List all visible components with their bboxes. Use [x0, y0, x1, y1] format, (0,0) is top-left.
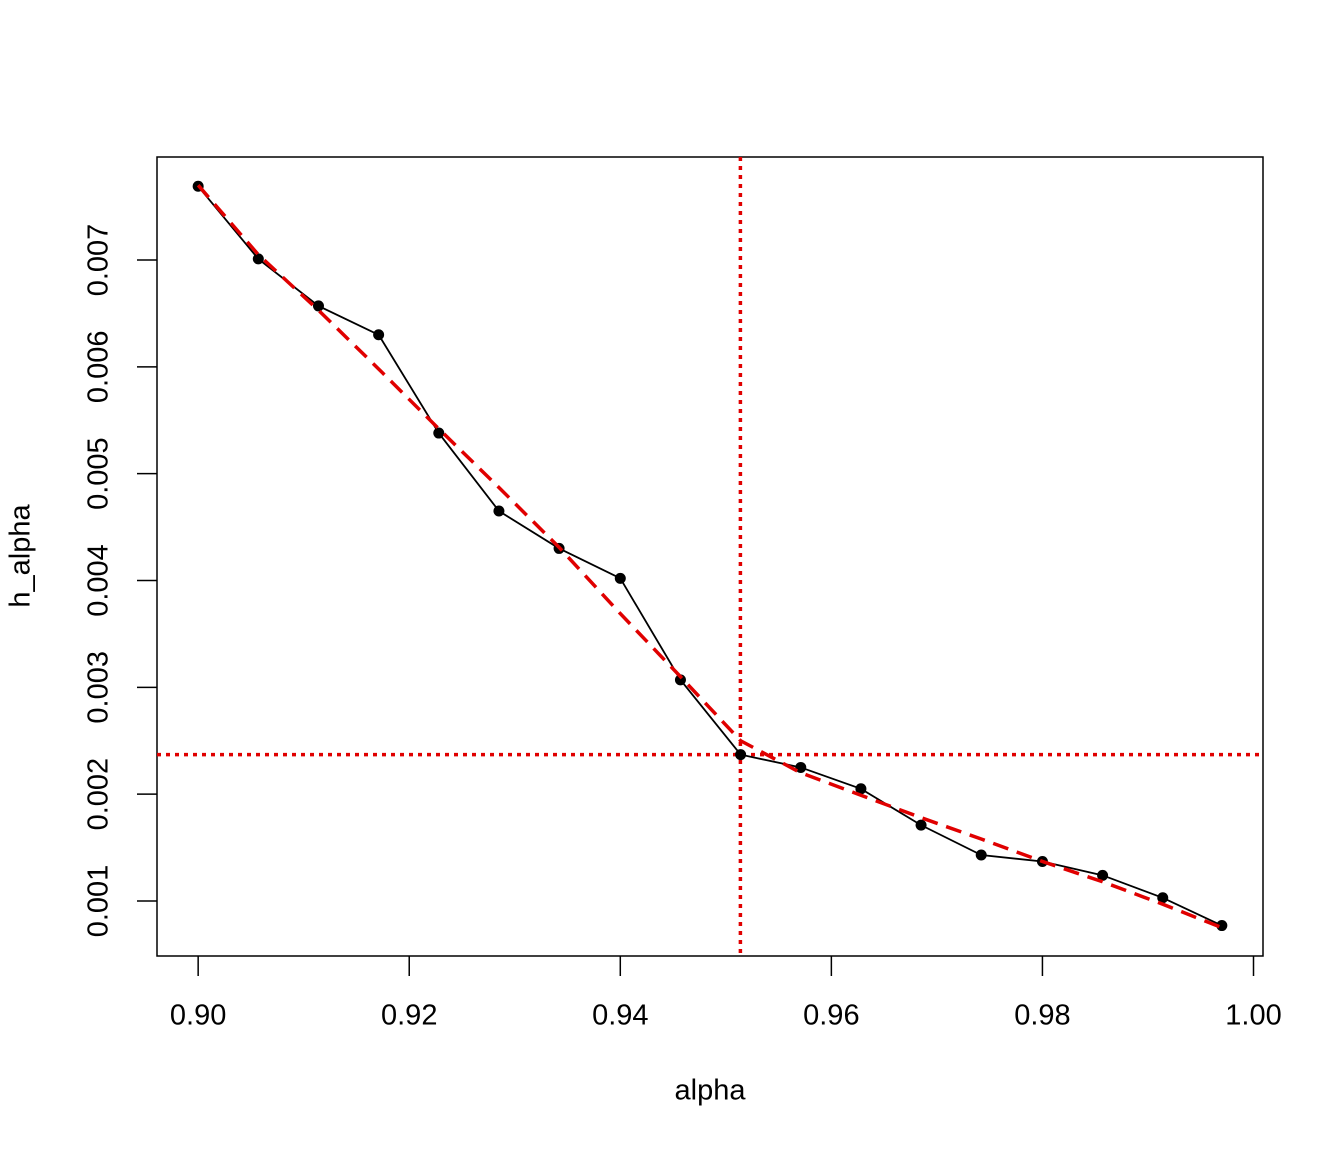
point — [252, 253, 264, 265]
point — [735, 749, 747, 761]
x-axis-label: alpha — [675, 1075, 747, 1107]
y-tick-label: 0.006 — [83, 331, 115, 404]
point — [1216, 920, 1228, 932]
y-tick-label: 0.007 — [83, 224, 115, 297]
point — [312, 300, 324, 312]
x-tick-label: 0.90 — [170, 1000, 226, 1032]
point — [614, 572, 626, 584]
point — [373, 329, 385, 341]
point — [975, 849, 987, 861]
series-line — [196, 184, 1223, 930]
point — [855, 783, 867, 795]
series-line — [197, 185, 1223, 927]
x-tick-label: 0.92 — [381, 1000, 437, 1032]
x-tick-label: 1.00 — [1225, 1000, 1281, 1032]
y-tick-label: 0.003 — [83, 651, 115, 724]
y-tick-label: 0.005 — [83, 437, 115, 510]
point — [674, 674, 686, 686]
y-tick-label: 0.004 — [83, 544, 115, 617]
point — [433, 427, 445, 439]
point — [915, 819, 927, 831]
point — [1097, 869, 1109, 881]
point — [493, 505, 505, 517]
y-axis-label: h_alpha — [5, 504, 37, 608]
x-tick-label: 0.98 — [1014, 1000, 1070, 1032]
y-tick-label: 0.001 — [83, 865, 115, 938]
x-tick-label: 0.94 — [592, 1000, 648, 1032]
plot-frame — [156, 156, 1264, 957]
point — [795, 761, 807, 773]
x-tick-label: 0.96 — [803, 1000, 859, 1032]
point — [1157, 892, 1169, 904]
y-tick-label: 0.002 — [83, 758, 115, 831]
